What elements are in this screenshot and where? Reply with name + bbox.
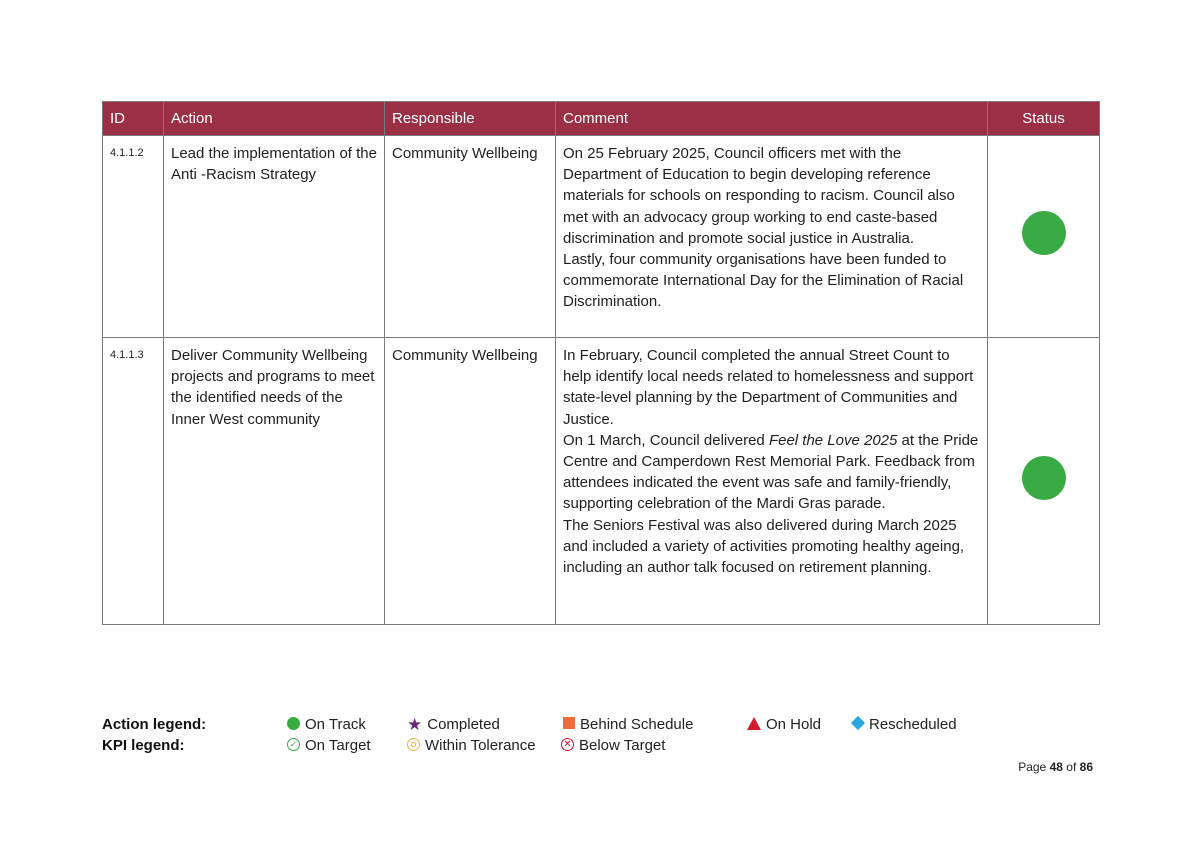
- legend-label: Completed: [427, 716, 500, 733]
- comment-paragraph: On 25 February 2025, Council officers me…: [563, 145, 955, 247]
- legend-item-on-target: ✓ On Target: [287, 737, 371, 754]
- legend-label: On Target: [305, 737, 371, 754]
- row-responsible: Community Wellbeing: [384, 135, 556, 338]
- comment-paragraph: Lastly, four community organisations hav…: [563, 251, 964, 311]
- kpi-legend-row: KPI legend: ✓ On Target Within Tolerance …: [102, 737, 1102, 758]
- row-action: Lead the implementation of the Anti -Rac…: [163, 135, 385, 338]
- comment-paragraph: The Seniors Festival was also delivered …: [563, 516, 965, 577]
- legend-item-behind-schedule: Behind Schedule: [563, 716, 693, 733]
- header-comment: Comment: [555, 101, 988, 136]
- page-prefix: Page: [1018, 760, 1047, 774]
- legend-item-on-track: On Track: [287, 716, 366, 733]
- page-current: 48: [1049, 760, 1063, 774]
- action-legend-row: Action legend: On Track ★ Completed Behin…: [102, 716, 1102, 737]
- legend: Action legend: On Track ★ Completed Behin…: [102, 716, 1102, 758]
- legend-item-rescheduled: Rescheduled: [850, 715, 957, 733]
- comment-paragraph: On 1 March, Council delivered Feel the L…: [563, 430, 980, 515]
- purple-star-icon: ★: [407, 714, 423, 734]
- page-total: 86: [1079, 760, 1093, 774]
- orange-square-icon: [563, 717, 575, 730]
- event-name: Feel the Love 2025: [768, 431, 898, 449]
- legend-label: Within Tolerance: [425, 737, 536, 754]
- action-legend-title: Action legend:: [102, 716, 207, 733]
- header-id: ID: [102, 101, 164, 136]
- green-circle-icon: [287, 716, 300, 730]
- row-status: [987, 135, 1100, 338]
- comment-text: at the Pride Centre and Camperdown Rest …: [563, 431, 979, 513]
- row-responsible: Community Wellbeing: [384, 337, 556, 625]
- legend-label: Behind Schedule: [580, 716, 694, 733]
- status-on-track-icon: [1021, 211, 1066, 256]
- row-id: 4.1.1.2: [102, 135, 164, 338]
- comment-text: On 1 March, Council delivered: [563, 431, 769, 449]
- page-number: Page 48 of 86: [1018, 760, 1093, 774]
- legend-item-below-target: ✕ Below Target: [561, 737, 665, 754]
- header-status: Status: [987, 101, 1100, 136]
- legend-item-on-hold: On Hold: [747, 716, 821, 733]
- table-row: 4.1.1.2 Lead the implementation of the A…: [102, 135, 1100, 338]
- legend-label: Rescheduled: [869, 716, 957, 733]
- header-action: Action: [163, 101, 385, 136]
- table-header-row: ID Action Responsible Comment Status: [102, 101, 1100, 136]
- row-action: Deliver Community Wellbeing projects and…: [163, 337, 385, 625]
- legend-label: Below Target: [579, 737, 666, 754]
- row-id: 4.1.1.3: [102, 337, 164, 625]
- table-row: 4.1.1.3 Deliver Community Wellbeing proj…: [102, 337, 1100, 625]
- red-triangle-icon: [747, 716, 761, 730]
- legend-label: On Track: [305, 716, 366, 733]
- page-of: of: [1066, 760, 1077, 774]
- row-comment: On 25 February 2025, Council officers me…: [555, 135, 988, 338]
- header-responsible: Responsible: [384, 101, 556, 136]
- legend-label: On Hold: [766, 716, 822, 733]
- kpi-legend-title: KPI legend:: [102, 737, 185, 754]
- check-circle-icon: ✓: [287, 737, 300, 751]
- legend-item-completed: ★ Completed: [407, 716, 500, 733]
- comment-paragraph: In February, Council completed the annua…: [563, 347, 974, 428]
- legend-item-within-tolerance: Within Tolerance: [407, 737, 536, 754]
- actions-table: ID Action Responsible Comment Status 4.1…: [102, 101, 1100, 625]
- blue-diamond-icon: [850, 715, 866, 731]
- cross-circle-icon: ✕: [561, 737, 574, 751]
- row-comment: In February, Council completed the annua…: [555, 337, 988, 625]
- status-on-track-icon: [1021, 455, 1066, 500]
- row-status: [987, 337, 1100, 625]
- target-icon: [407, 737, 420, 751]
